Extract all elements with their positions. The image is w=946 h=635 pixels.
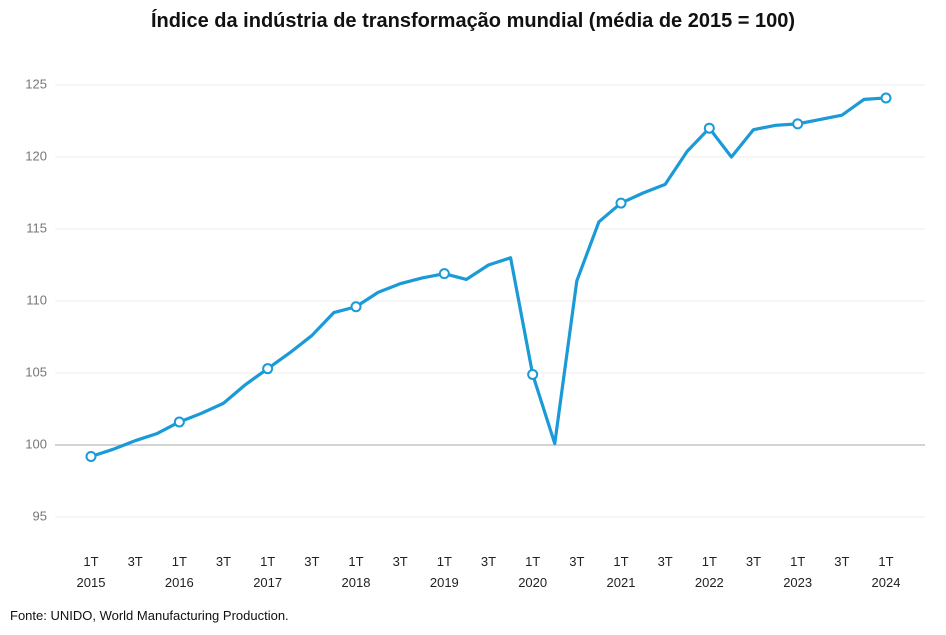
chart-title: Índice da indústria de transformação mun… (150, 10, 796, 32)
y-tick-label: 95 (33, 508, 47, 523)
y-tick-label: 125 (25, 76, 47, 91)
x-tick-label: 1T 2023 (783, 554, 813, 590)
data-point (615, 197, 627, 209)
x-tick-label: 1T 2022 (694, 554, 724, 590)
x-tick-label: 1T 2020 (518, 554, 548, 590)
y-tick-label: 100 (25, 436, 47, 451)
x-tick-label: 3T (480, 554, 497, 569)
source-note: Fonte: UNIDO, World Manufacturing Produc… (10, 608, 289, 623)
data-line (90, 96, 887, 459)
y-tick-label: 110 (26, 292, 47, 307)
data-point (792, 118, 804, 130)
data-point (703, 122, 715, 134)
x-tick-label: 3T (392, 554, 408, 569)
x-tick-label: 3T (569, 554, 585, 569)
x-tick-label: 3T (127, 554, 143, 569)
x-tick-label: 1T 2015 (76, 554, 106, 590)
data-point (350, 301, 362, 313)
x-tick-label: 3T (215, 554, 232, 569)
x-tick-label: 1T 2024 (871, 554, 901, 590)
data-point (262, 363, 274, 375)
x-tick-label: 1T 2016 (164, 554, 194, 590)
x-tick-label: 1T 2017 (253, 554, 283, 590)
x-tick-label: 3T (657, 554, 673, 569)
x-tick-label: 3T (304, 554, 320, 569)
y-tick-label: 115 (26, 220, 47, 235)
x-tick-label: 3T (745, 554, 762, 569)
x-tick-label: 3T (834, 554, 850, 569)
x-tick-label: 1T 2021 (606, 554, 636, 590)
y-tick-label: 120 (25, 148, 47, 163)
data-point (527, 368, 539, 380)
data-point (880, 92, 892, 104)
x-tick-label: 1T 2019 (429, 554, 459, 590)
data-point (438, 268, 450, 280)
data-point (85, 451, 97, 463)
x-tick-label: 1T 2018 (341, 554, 371, 590)
y-tick-label: 105 (25, 364, 47, 379)
data-point (173, 416, 185, 428)
